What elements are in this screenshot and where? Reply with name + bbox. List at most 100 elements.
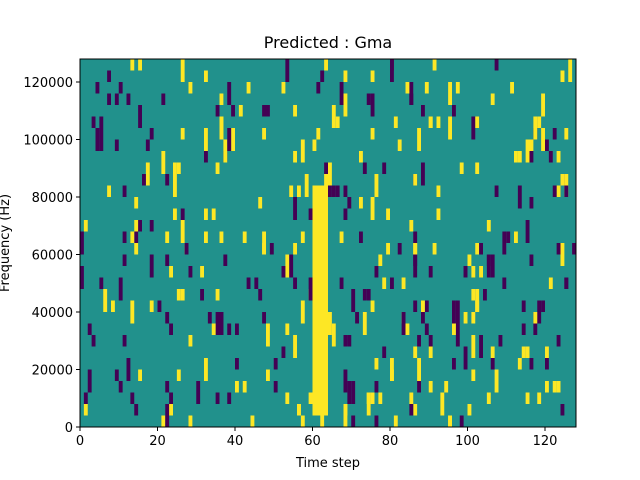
texture-cell xyxy=(262,128,266,140)
heatmap-cell xyxy=(355,312,359,324)
heatmap-cell xyxy=(463,266,468,278)
texture-cell xyxy=(428,335,433,347)
texture-cell xyxy=(242,381,247,393)
texture-cell xyxy=(545,381,549,393)
texture-cell xyxy=(320,70,325,82)
heatmap-cell xyxy=(312,139,317,151)
texture-cell xyxy=(215,392,220,404)
texture-cell xyxy=(475,162,480,174)
texture-cell xyxy=(285,59,290,82)
texture-cell xyxy=(432,243,437,255)
texture-cell xyxy=(421,162,425,186)
texture-cell xyxy=(529,254,534,266)
texture-cell xyxy=(417,335,421,347)
texture-cell xyxy=(374,358,379,370)
texture-cell xyxy=(304,174,309,197)
texture-cell xyxy=(494,185,499,197)
texture-cell xyxy=(219,312,224,335)
heatmap-cell xyxy=(316,128,321,140)
texture-cell xyxy=(537,392,542,404)
texture-cell xyxy=(436,185,441,197)
texture-cell xyxy=(347,381,352,404)
texture-cell xyxy=(471,116,476,140)
heatmap-cell xyxy=(529,358,534,370)
heatmap-texture xyxy=(80,59,573,427)
texture-cell xyxy=(397,139,402,151)
texture-cell xyxy=(370,300,375,312)
texture-cell xyxy=(130,300,135,324)
texture-cell xyxy=(87,369,92,393)
texture-cell xyxy=(378,392,383,404)
texture-cell xyxy=(266,105,270,117)
texture-cell xyxy=(413,231,418,243)
texture-cell xyxy=(211,208,216,220)
texture-cell xyxy=(293,151,297,163)
texture-cell xyxy=(266,323,270,347)
texture-cell xyxy=(362,312,367,335)
texture-cell xyxy=(471,289,476,301)
texture-cell xyxy=(145,174,150,186)
texture-cell xyxy=(130,392,135,404)
texture-cell xyxy=(498,335,503,347)
texture-cell xyxy=(273,358,278,370)
texture-cell xyxy=(405,323,410,335)
texture-cell xyxy=(475,243,480,255)
texture-cell xyxy=(452,323,456,335)
dense-band xyxy=(312,185,328,416)
texture-cell xyxy=(91,116,96,128)
texture-cell xyxy=(448,116,452,140)
texture-cell xyxy=(188,335,193,347)
texture-cell xyxy=(142,174,146,186)
heatmap-cell xyxy=(506,231,511,243)
y-tick-label: 40000 xyxy=(32,306,73,321)
texture-cell xyxy=(525,392,530,404)
texture-cell xyxy=(393,116,398,128)
texture-cell xyxy=(370,93,375,117)
texture-cell xyxy=(227,392,232,404)
texture-cell xyxy=(293,277,297,289)
texture-cell xyxy=(490,254,495,278)
texture-cell xyxy=(324,59,328,71)
texture-cell xyxy=(126,358,131,381)
texture-cell xyxy=(165,312,170,324)
texture-cell xyxy=(424,82,429,94)
heatmap-cell xyxy=(545,139,549,151)
texture-cell xyxy=(122,335,127,347)
texture-cell xyxy=(452,300,456,324)
heatmap-cell xyxy=(331,185,336,197)
texture-cell xyxy=(308,208,313,220)
texture-cell xyxy=(293,197,297,220)
texture-cell xyxy=(215,312,220,335)
texture-cell xyxy=(134,404,139,416)
texture-cell xyxy=(517,151,522,163)
texture-cell xyxy=(235,381,239,393)
texture-cell xyxy=(413,300,418,312)
texture-cell xyxy=(184,243,189,255)
texture-cell xyxy=(548,277,553,289)
heatmap-cell xyxy=(118,82,123,94)
texture-cell xyxy=(413,404,418,416)
texture-cell xyxy=(219,93,224,105)
texture-cell xyxy=(207,312,212,324)
texture-cell xyxy=(471,369,476,381)
texture-cell xyxy=(204,231,208,243)
texture-cell xyxy=(560,404,565,416)
texture-cell xyxy=(165,404,170,416)
texture-cell xyxy=(564,185,569,197)
texture-cell xyxy=(343,369,348,393)
texture-cell xyxy=(293,335,297,358)
texture-cell xyxy=(413,174,418,186)
texture-cell xyxy=(541,128,545,140)
texture-cell xyxy=(545,358,549,370)
texture-cell xyxy=(122,254,127,266)
texture-cell xyxy=(238,105,243,117)
texture-cell xyxy=(459,415,464,427)
texture-cell xyxy=(494,59,499,71)
texture-cell xyxy=(483,289,487,301)
texture-cell xyxy=(359,151,363,163)
texture-cell xyxy=(335,116,340,128)
texture-cell xyxy=(169,392,173,404)
texture-cell xyxy=(107,70,111,82)
texture-cell xyxy=(428,346,433,358)
texture-cell xyxy=(180,289,185,301)
